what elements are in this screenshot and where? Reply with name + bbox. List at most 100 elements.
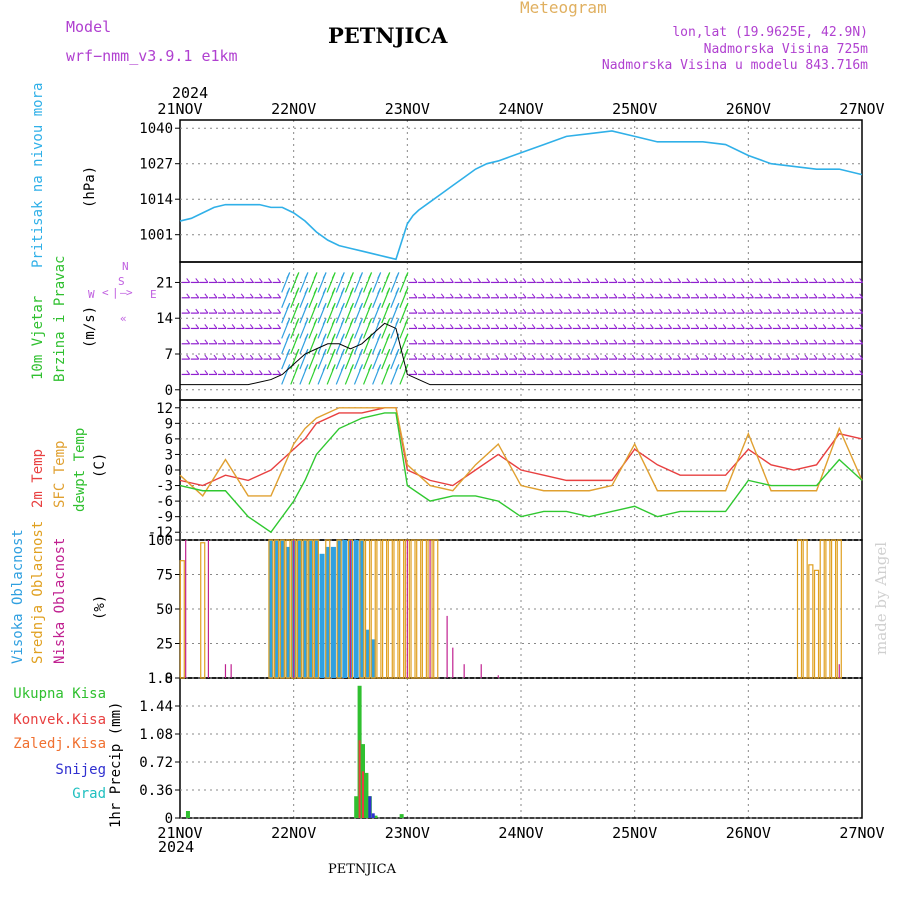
wind-barb-flag [613,324,618,329]
wind-barb-flag [468,308,472,314]
wind-barb-flag [404,333,409,341]
wind-barb-flag [686,324,691,329]
cloud-high-bar [279,540,285,678]
wind-barb-flag [695,308,700,314]
wind-barb-flag [495,370,500,375]
wind-barb-flag [486,370,491,375]
wind-barb-flag [759,324,763,329]
wind-barb-flag [722,339,727,345]
wind-barb-flag [713,278,718,283]
wind-barb-flag [568,278,573,283]
wind-barb-flag [359,348,363,356]
wind-barb-flag [240,308,245,314]
wind-barb-flag [740,308,745,314]
wind-barb-flag [604,308,609,314]
wind-barb-flag [713,293,718,299]
wind-barb-flag [222,324,227,329]
wind-barb-flag [540,324,545,329]
wind-barb-flag [668,370,673,375]
wind-barb-flag [295,348,300,356]
cloud-mid-bar [302,539,308,679]
altitude-label: Nadmorska Visina 725m [703,42,868,57]
wind-barb-flag [240,324,245,329]
wind-barb-flag [631,354,636,360]
wind-barb-flag [750,339,754,345]
wind-barb-flag [686,278,691,283]
x-tick-bottom: 21NOV [157,824,202,842]
wind-barb-flag [322,272,327,279]
wind-barb-flag [431,308,436,314]
wind-barb-flag [795,278,800,283]
wind-barb-flag [831,278,836,283]
wind-barb-flag [640,308,645,314]
wind-barb-flag [195,278,200,283]
wind-barb-flag [377,364,382,371]
y-tick-label: 1040 [139,121,173,137]
wind-barb-flag [277,293,282,299]
wind-barb-flag [259,308,263,314]
wind-barb-flag [850,308,854,314]
wind-barb-flag [404,302,409,310]
wind-barb-flag [577,339,582,345]
cloud-high-bar [308,540,314,678]
wind-barb-flag [295,272,300,279]
wind-barb-flag [722,324,727,329]
wind-barb-flag [677,308,682,314]
wind-barb-flag [459,370,463,375]
wind-barb-flag [495,293,500,299]
x-tick-top: 23NOV [385,100,430,118]
wind-barb-flag [640,370,645,375]
wind-barb-flag [659,293,663,299]
cloud-high-bar [274,540,280,678]
wind-barb-flag [577,278,582,283]
cloud-mid-bar [296,539,302,679]
wind-barb-flag [531,308,536,314]
wind-barb-flag [795,370,800,375]
wind-barb-flag [604,339,609,345]
pressure-line [179,130,863,261]
wind-barb-flag [613,278,618,283]
wind-barb-flag [404,364,409,371]
wind-barb-flag [331,348,336,356]
wind-direction-label: E [150,288,157,301]
wind-barb-flag [786,324,791,329]
y-tick-label: 25 [156,637,173,653]
wind-barb-flag [504,370,509,375]
cloud-high-bar [370,639,376,678]
wind-barb-flag [822,370,827,375]
cloud-mid-bar [325,539,331,679]
wind-barb-flag [631,339,636,345]
wind-barb-flag [631,293,636,299]
wind-barb-flag [340,318,345,325]
wind-barb-flag [604,370,609,375]
wind-barb-flag [668,278,673,283]
precip-total-bar [364,772,369,818]
cloud-mid-bar [308,539,314,679]
wind-barb-flag [431,324,436,329]
wind-barb-flag [313,272,318,279]
wind-barb-flag [195,354,200,360]
wind-barb-flag [368,318,372,325]
y-tick-label: 0.72 [139,755,173,771]
wind-barb-flag [522,293,527,299]
wind-barb-flag [349,318,354,325]
wind-barb-flag [859,293,863,299]
x-tick-bottom: 27NOV [839,824,884,842]
wind-barb-flag [531,293,536,299]
wind-barb-flag [622,370,627,375]
model-altitude-label: Nadmorska Visina u modelu 843.716m [601,58,868,73]
wind-barb-flag [686,370,691,375]
wind-barb-flag [240,339,245,345]
wind-barb-flag [859,370,863,375]
wind-barb-flag [486,278,491,283]
wind-barb-flag [777,308,782,314]
wind-barb-flag [722,293,727,299]
cloud-mid-bar [813,569,820,679]
wind-barb-flag [540,293,545,299]
wind-barb-flag [704,278,709,283]
wind-barb-flag [195,324,200,329]
wind-barb-flag [422,354,427,360]
wind-barb-flag [359,364,363,371]
station-title: PETNJICA [328,23,448,48]
